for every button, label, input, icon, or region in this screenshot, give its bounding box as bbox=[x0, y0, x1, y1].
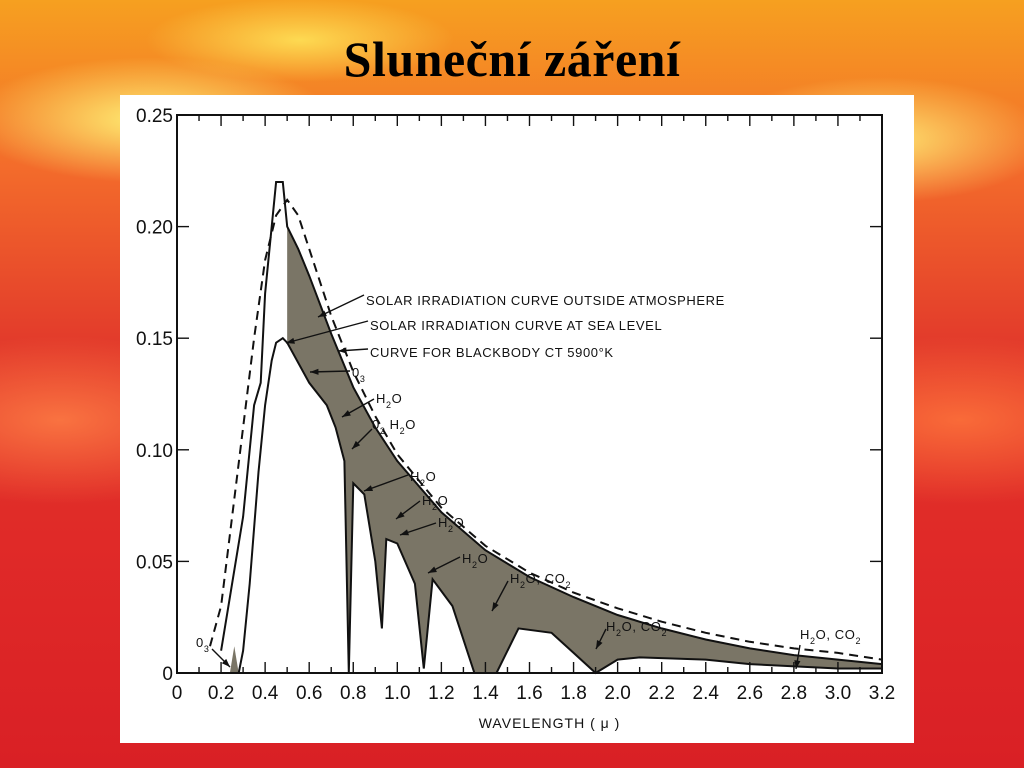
x-tick-label: 0 bbox=[172, 683, 183, 704]
series-line-1 bbox=[209, 198, 883, 661]
x-tick-label: 0.2 bbox=[208, 683, 234, 704]
annotation-label: SOLAR IRRADIATION CURVE AT SEA LEVEL bbox=[370, 318, 662, 333]
annotations: SOLAR IRRADIATION CURVE OUTSIDE ATMOSPHE… bbox=[196, 293, 861, 670]
slide-title: Sluneční záření bbox=[343, 31, 681, 87]
annotation-arrowhead bbox=[318, 310, 327, 317]
annotation-arrowhead bbox=[352, 440, 361, 449]
y-tick-label: 0 bbox=[162, 664, 173, 685]
annotation-arrowhead bbox=[338, 347, 347, 354]
annotation-arrowhead bbox=[596, 640, 603, 649]
x-tick-label: 0.8 bbox=[340, 683, 366, 704]
absorption-area bbox=[287, 226, 882, 673]
y-tick-label: 0.05 bbox=[136, 552, 173, 573]
x-tick-label: 3.0 bbox=[825, 683, 851, 704]
x-tick-label: 2.0 bbox=[604, 683, 630, 704]
annotation-label: SOLAR IRRADIATION CURVE OUTSIDE ATMOSPHE… bbox=[366, 293, 725, 308]
annotation-label: H2O bbox=[462, 551, 488, 570]
x-tick-label: 1.4 bbox=[472, 683, 499, 704]
annotation-arrowhead bbox=[428, 566, 437, 573]
x-tick-label: 0.6 bbox=[296, 683, 322, 704]
annotation-label: H2O, CO2 bbox=[510, 571, 571, 590]
axis-ticks: 0 0.2 0.4 0.6 0.8 1.0 1.2 1.4 1.6 1.8 2.0 2.2 2.4 2.6… bbox=[136, 106, 895, 704]
x-axis-title: WAVELENGTH ( μ ) bbox=[479, 715, 621, 731]
y-tick-label: 0.10 bbox=[136, 441, 173, 462]
annotation-label: 02 H2O bbox=[372, 417, 416, 436]
annotation-arrowhead bbox=[310, 368, 319, 375]
annotation-label: H2O bbox=[410, 469, 436, 488]
annotation-label: H2O, CO2 bbox=[606, 619, 667, 638]
x-tick-label: 1.0 bbox=[384, 683, 410, 704]
annotation-arrow bbox=[285, 320, 369, 344]
annotation-arrowhead bbox=[400, 529, 409, 536]
x-tick-label: 2.2 bbox=[648, 683, 674, 704]
annotation-label: H2O bbox=[422, 493, 448, 512]
y-tick-label: 0.20 bbox=[136, 218, 173, 239]
x-tick-label: 1.2 bbox=[428, 683, 454, 704]
x-tick-label: 2.6 bbox=[737, 683, 763, 704]
annotation-arrowhead bbox=[396, 511, 405, 519]
y-tick-label: 0.25 bbox=[136, 106, 173, 127]
annotation-arrowhead bbox=[364, 485, 373, 492]
annotation-arrowhead bbox=[794, 660, 801, 669]
annotation-arrow bbox=[317, 294, 365, 318]
annotation-label: 03 bbox=[196, 635, 209, 654]
absorption-shading bbox=[229, 226, 882, 673]
annotation-arrowhead bbox=[492, 602, 499, 611]
x-tick-label: 3.2 bbox=[869, 683, 895, 704]
x-tick-label: 1.8 bbox=[560, 683, 586, 704]
series-lines bbox=[209, 181, 883, 675]
annotation-label: H2O bbox=[438, 515, 464, 534]
annotation-arrowhead bbox=[342, 410, 351, 417]
solar-irradiance-chart: 0 0.2 0.4 0.6 0.8 1.0 1.2 1.4 1.6 1.8 2.0 2.2 2.4 2.6… bbox=[136, 106, 895, 731]
series-line-2 bbox=[237, 336, 882, 675]
x-tick-label: 2.4 bbox=[693, 683, 720, 704]
x-tick-label: 0.4 bbox=[252, 683, 279, 704]
annotation-arrowhead bbox=[286, 337, 295, 344]
series-line-0 bbox=[220, 181, 883, 666]
x-tick-label: 1.6 bbox=[516, 683, 542, 704]
annotation-label: H2O bbox=[376, 391, 402, 410]
chart-panel: 0 0.2 0.4 0.6 0.8 1.0 1.2 1.4 1.6 1.8 2.0 2.2 2.4 2.6… bbox=[120, 95, 914, 743]
annotation-arrowhead bbox=[221, 658, 230, 667]
annotation-label: CURVE FOR BLACKBODY CT 5900°K bbox=[370, 345, 614, 360]
x-tick-label: 2.8 bbox=[781, 683, 807, 704]
annotation-label: H2O, CO2 bbox=[800, 627, 861, 646]
annotation-label: 03 bbox=[352, 365, 365, 384]
ozone-absorption-area bbox=[229, 646, 239, 673]
y-tick-label: 0.15 bbox=[136, 329, 173, 350]
